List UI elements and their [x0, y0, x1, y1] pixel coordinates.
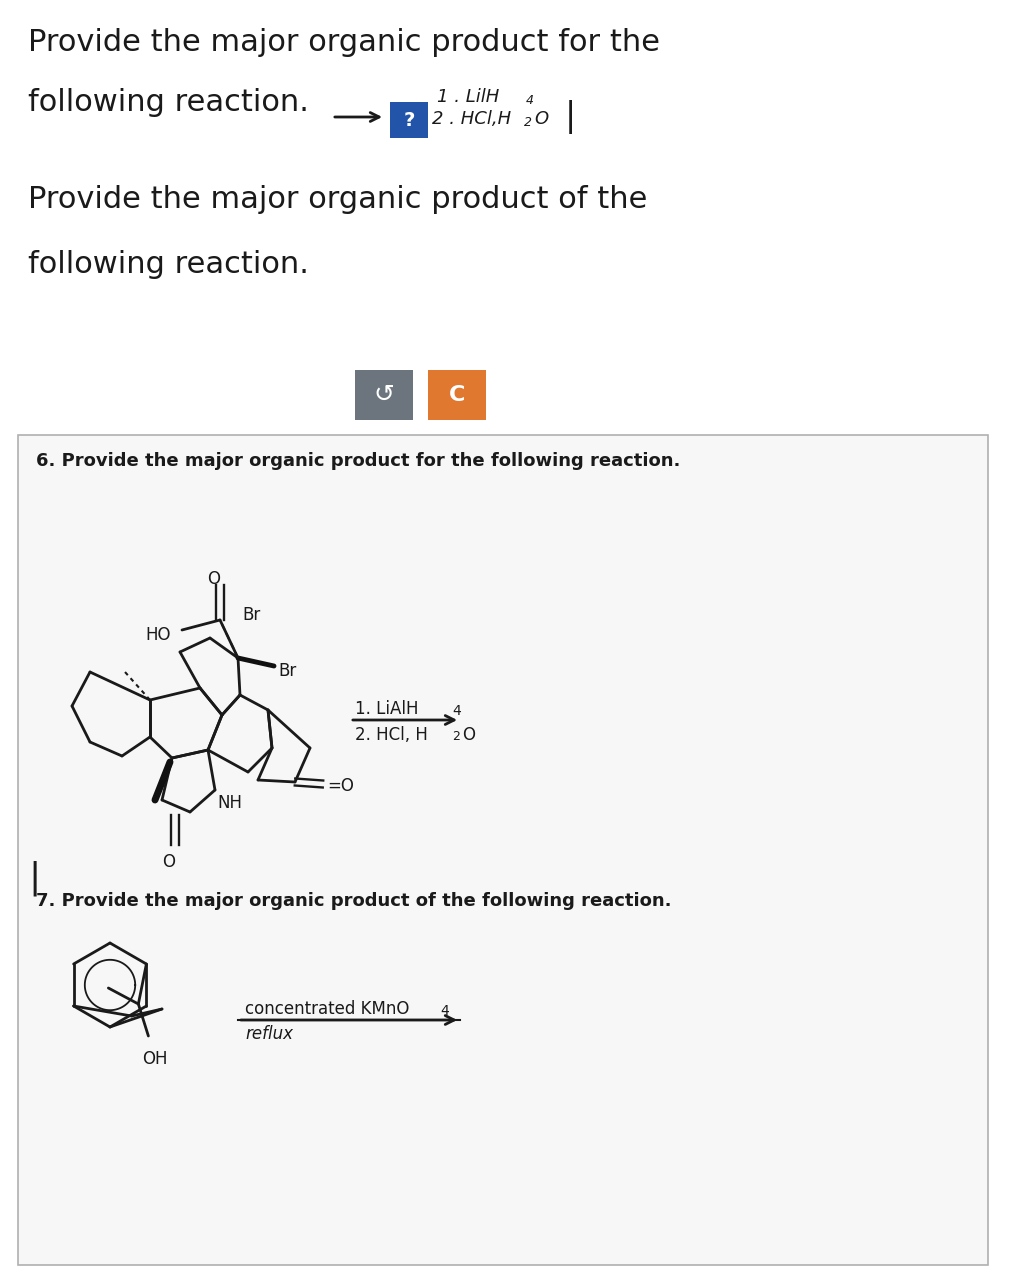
- Text: O: O: [534, 110, 548, 128]
- Text: OH: OH: [142, 1050, 167, 1068]
- Text: following reaction.: following reaction.: [28, 88, 309, 116]
- Text: concentrated KMnO: concentrated KMnO: [245, 1000, 410, 1018]
- Bar: [355, 370, 413, 420]
- Text: O: O: [208, 570, 221, 588]
- Text: O: O: [162, 852, 176, 870]
- Bar: [390, 102, 428, 138]
- Text: ?: ?: [404, 110, 415, 129]
- Text: 2: 2: [524, 116, 532, 129]
- Text: following reaction.: following reaction.: [28, 250, 309, 279]
- Text: Br: Br: [242, 605, 260, 625]
- Text: 2. HCl, H: 2. HCl, H: [355, 726, 428, 744]
- Bar: [18, 435, 988, 1265]
- Text: O: O: [462, 726, 475, 744]
- Text: |: |: [565, 100, 576, 134]
- Text: ↺: ↺: [373, 383, 395, 407]
- Text: 4: 4: [452, 704, 461, 718]
- Text: Provide the major organic product of the: Provide the major organic product of the: [28, 186, 648, 214]
- Text: |: |: [28, 860, 40, 896]
- Text: =O: =O: [327, 777, 354, 795]
- Text: reflux: reflux: [245, 1025, 293, 1043]
- Text: Provide the major organic product for the: Provide the major organic product for th…: [28, 28, 660, 58]
- Text: 4: 4: [526, 93, 534, 108]
- Text: 6. Provide the major organic product for the following reaction.: 6. Provide the major organic product for…: [36, 452, 680, 470]
- Bar: [428, 370, 486, 420]
- Text: Br: Br: [278, 662, 297, 680]
- Text: 1 . LilH: 1 . LilH: [437, 88, 499, 106]
- Text: NH: NH: [217, 794, 242, 812]
- Text: 2: 2: [452, 730, 460, 742]
- Text: 7. Provide the major organic product of the following reaction.: 7. Provide the major organic product of …: [36, 892, 672, 910]
- Text: 2 . HCl,H: 2 . HCl,H: [432, 110, 512, 128]
- Text: HO: HO: [145, 626, 171, 644]
- Text: 4: 4: [440, 1004, 449, 1018]
- Text: 1. LiAlH: 1. LiAlH: [355, 700, 419, 718]
- Text: C: C: [449, 385, 465, 404]
